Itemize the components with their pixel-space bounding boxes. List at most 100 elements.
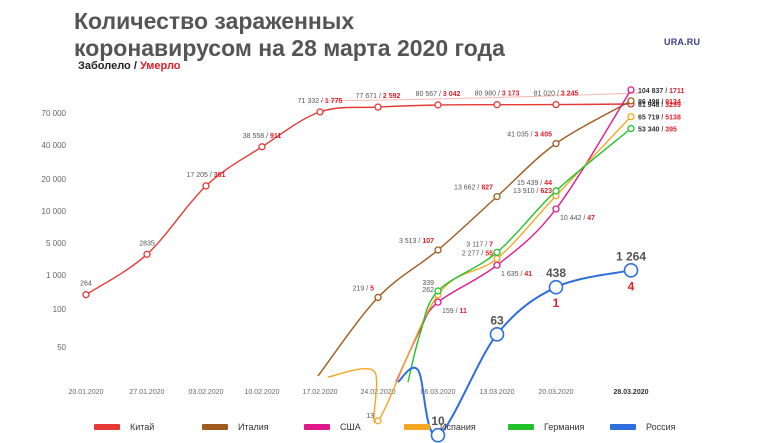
data-point-Китай-24-02-2020: [374, 103, 382, 111]
legend-swatch-Испания: [404, 424, 430, 430]
data-deaths-Россия-28-03-2020: 4: [628, 279, 635, 293]
data-label-Италия-24-02-2020: 219 / 5: [353, 285, 375, 292]
x-tick-label: 20.01.2020: [68, 389, 103, 396]
label-sick-value: 159: [442, 308, 454, 315]
data-point-Германия-20-03-2020: [552, 187, 560, 195]
label-sick-value: 81 020: [534, 91, 556, 98]
label-separator: /: [208, 172, 214, 179]
label-separator: /: [555, 91, 561, 98]
data-label-Италия-28-03-2020: 86 498 / 9134: [638, 99, 681, 106]
data-point-Россия-28-03-2020: [623, 263, 639, 278]
data-label-Китай-03-02-2020: 17 205 / 361: [187, 172, 226, 179]
label-separator: /: [475, 185, 481, 192]
y-tick-label: 50: [57, 343, 66, 352]
data-point-Китай-17-02-2020: [316, 108, 324, 116]
label-separator: /: [663, 88, 669, 95]
title-line-2: коронавирусом на 28 марта 2020 года: [74, 35, 505, 61]
data-label-Китай-17-02-2020: 71 332 / 1 775: [298, 98, 343, 105]
data-label-США-06-03-2020: 159 / 11: [442, 308, 467, 315]
label-death-value: 107: [422, 238, 434, 245]
data-label-Германия-28-03-2020: 53 340 / 395: [638, 127, 677, 134]
subtitle-sick: Заболело: [78, 60, 131, 72]
label-sick-value: 80 980: [475, 91, 497, 98]
data-deaths-Россия-20-03-2020: 1: [553, 296, 560, 310]
legend-label-Испания: Испания: [440, 422, 476, 432]
data-point-Италия-24-02-2020: [374, 293, 382, 302]
series-line-Германия: [407, 127, 632, 383]
label-death-value: 3 173: [502, 91, 520, 98]
y-tick-label: 20 000: [42, 175, 67, 184]
data-point-Россия-13-03-2020: [489, 327, 505, 342]
data-label-США-28-03-2020: 104 837 / 1711: [638, 88, 684, 95]
x-tick-label: 13.03.2020: [479, 389, 514, 396]
label-death-value: 3299: [665, 102, 681, 109]
label-sick-value: 3 513: [399, 238, 417, 245]
label-sick-value: 339: [422, 280, 434, 287]
y-tick-label: 10 000: [42, 207, 67, 216]
data-label-Россия-13-03-2020: 63: [490, 313, 504, 327]
data-point-Китай-03-02-2020: [202, 182, 210, 190]
page-title: Количество зараженных коронавирусом на 2…: [74, 8, 505, 62]
label-death-value: 395: [665, 127, 677, 134]
subtitle-separator: /: [130, 60, 140, 72]
subtitle-dead: Умерло: [139, 60, 181, 72]
data-label-Германия-06-03-2020: 339: [422, 280, 434, 287]
data-label-Россия-28-03-2020: 1 264: [616, 249, 646, 263]
label-sick-value: 15 439: [517, 180, 539, 187]
label-sick-value: 3 117: [466, 241, 483, 248]
data-point-Китай-27-01-2020: [143, 250, 151, 258]
label-death-value: 623: [540, 188, 552, 195]
label-death-value: 7: [489, 241, 493, 248]
data-label-Италия-13-03-2020: 13 662 / 827: [454, 185, 493, 192]
data-label-США-13-03-2020: 1 635 / 41: [501, 271, 532, 278]
data-label-Китай-13-03-2020: 80 980 / 3 173: [475, 91, 520, 98]
label-sick-value: 262: [422, 287, 434, 294]
x-tick-label: 03.02.2020: [188, 389, 223, 396]
label-death-value: 1711: [669, 88, 684, 95]
data-label-Китай-28-03-2020: 81 948 / 3299: [638, 102, 681, 109]
y-tick-label: 100: [53, 305, 67, 314]
data-label-Китай-10-02-2020: 38 558 / 911: [243, 133, 282, 140]
x-tick-label: 10.02.2020: [244, 389, 279, 396]
label-death-value: 2 592: [383, 93, 401, 100]
data-label-Испания-13-03-2020: 2 277 / 55: [462, 251, 493, 258]
label-death-value: 55: [485, 251, 493, 258]
data-point-Италия-06-03-2020: [434, 246, 442, 254]
legend-swatch-Италия: [202, 424, 228, 430]
data-point-Германия-06-03-2020: [434, 287, 442, 295]
label-sick-value: 10 442: [560, 215, 582, 222]
data-label-Германия-13-03-2020: 3 117 / 7: [466, 241, 493, 248]
series-line-Россия: [397, 269, 632, 437]
label-separator: /: [319, 98, 325, 105]
data-label-Россия-06-03-2020: 10: [431, 414, 445, 428]
label-sick-value: 65 719: [638, 115, 660, 122]
label-separator: /: [364, 285, 370, 292]
label-sick-value: 2835: [139, 240, 155, 247]
legend-label-Италия: Италия: [238, 422, 269, 432]
series-line-Италия: [317, 100, 632, 377]
y-tick-label: 1 000: [46, 271, 67, 280]
chart-subtitle: Заболело / Умерло: [78, 60, 181, 72]
y-tick-label: 70 000: [42, 109, 67, 118]
label-separator: /: [529, 132, 535, 139]
data-label-Россия-20-03-2020: 438: [546, 266, 566, 280]
data-point-Германия-28-03-2020: [627, 124, 635, 133]
label-sick-value: 80 567: [416, 91, 438, 98]
label-death-value: 3 245: [561, 91, 579, 98]
legend-swatch-Россия: [610, 424, 636, 430]
data-label-Китай-27-01-2020: 2835: [139, 240, 155, 247]
label-death-value: 1 775: [325, 98, 343, 105]
data-label-Испания-28-03-2020: 65 719 / 5138: [638, 115, 681, 122]
label-separator: /: [659, 99, 665, 106]
label-separator: /: [483, 241, 489, 248]
data-point-Китай-20-03-2020: [552, 100, 560, 109]
label-sick-value: 53 340: [638, 127, 660, 134]
label-sick-value: 219: [353, 285, 365, 292]
label-sick-value: 104 837: [638, 88, 663, 95]
label-separator: /: [437, 91, 443, 98]
x-tick-label: 27.01.2020: [129, 389, 164, 396]
label-separator: /: [538, 180, 544, 187]
label-death-value: 11: [460, 308, 468, 315]
label-sick-value: 264: [80, 281, 92, 288]
